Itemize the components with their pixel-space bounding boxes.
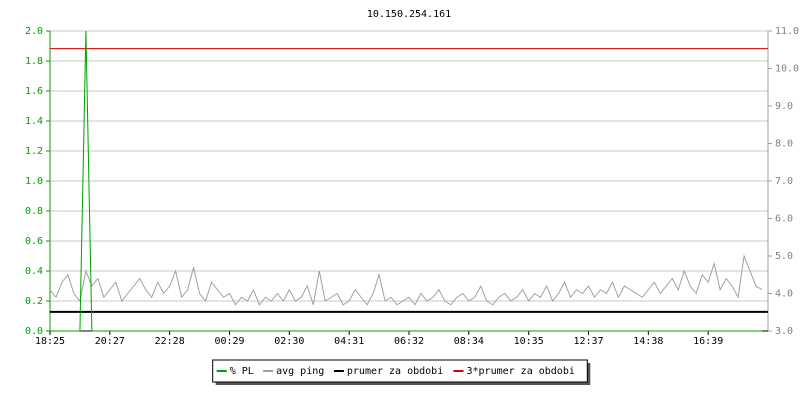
y2-tick-label: 9.0 — [775, 101, 793, 112]
legend-label: avg ping — [276, 366, 324, 377]
x-tick-label: 22:28 — [155, 336, 185, 347]
y-tick-label: 0.6 — [25, 236, 43, 247]
y2-tick-label: 5.0 — [775, 251, 793, 262]
x-tick-label: 20:27 — [95, 336, 125, 347]
x-tick-label: 14:38 — [633, 336, 663, 347]
y-tick-label: 1.0 — [25, 176, 43, 187]
y-tick-label: 1.6 — [25, 86, 43, 97]
x-tick-label: 00:29 — [214, 336, 244, 347]
series-line — [50, 30, 763, 332]
y2-tick-label: 3.0 — [775, 326, 793, 337]
x-tick-label: 04:31 — [334, 336, 364, 347]
y-tick-label: 1.4 — [25, 116, 43, 127]
y-tick-label: 1.8 — [25, 56, 43, 67]
y2-tick-label: 4.0 — [775, 289, 793, 300]
y2-tick-label: 8.0 — [775, 139, 793, 150]
y2-tick-label: 6.0 — [775, 214, 793, 225]
y2-tick-label: 11.0 — [775, 26, 799, 37]
legend-label: prumer za obdobi — [347, 366, 443, 377]
legend-label: 3*prumer za obdobi — [467, 366, 575, 377]
x-tick-label: 06:32 — [394, 336, 424, 347]
x-tick-label: 08:34 — [454, 336, 484, 347]
y-tick-label: 0.4 — [25, 266, 43, 277]
x-tick-label: 16:39 — [693, 336, 723, 347]
y2-tick-label: 10.0 — [775, 64, 799, 75]
y2-tick-label: 7.0 — [775, 176, 793, 187]
legend: % PL avg ping prumer za obdobi 3*prumer za … — [212, 359, 591, 385]
y-tick-label: 0.0 — [25, 326, 43, 337]
legend-box — [212, 359, 588, 383]
series-line — [49, 254, 763, 306]
x-tick-label: 18:25 — [35, 336, 65, 347]
y-tick-label: 0.2 — [25, 296, 43, 307]
chart-title: 10.150.254.161 — [367, 9, 451, 20]
y-tick-label: 1.2 — [25, 146, 43, 157]
legend-label: % PL — [230, 366, 254, 377]
y-tick-label: 0.8 — [25, 206, 43, 217]
y-tick-label: 2.0 — [25, 26, 43, 37]
x-tick-label: 02:30 — [274, 336, 304, 347]
x-tick-label: 12:37 — [573, 336, 603, 347]
x-tick-label: 10:35 — [514, 336, 544, 347]
